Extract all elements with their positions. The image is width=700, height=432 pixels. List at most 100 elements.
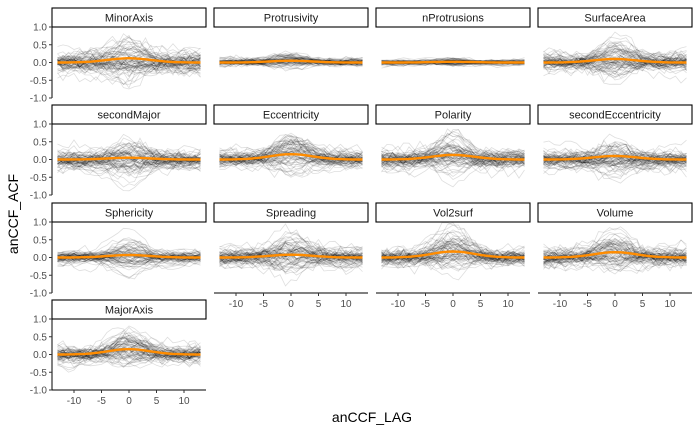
- x-tick-label: 0: [126, 396, 132, 407]
- trace-line: [57, 50, 201, 68]
- trace-line: [543, 48, 687, 68]
- mean-line: [57, 253, 201, 259]
- facet-panel: Polarity: [375, 104, 531, 188]
- trace-line: [219, 250, 363, 276]
- trace-line: [57, 253, 201, 263]
- trace-line: [57, 150, 201, 163]
- trace-line: [543, 56, 687, 67]
- trace-line: [543, 255, 687, 265]
- trace-line: [57, 334, 201, 360]
- trace-line: [57, 326, 201, 358]
- trace-line: [543, 253, 687, 264]
- mean-line: [381, 250, 525, 259]
- trace-line: [543, 155, 687, 176]
- trace-line: [57, 46, 201, 64]
- trace-line: [57, 59, 201, 90]
- trace-line: [543, 252, 687, 272]
- trace-line: [57, 144, 201, 161]
- facet-panel: MinorAxis 1.0 0.5 0.0 -0.5 -1.0: [30, 7, 207, 105]
- trace-line: [381, 146, 525, 168]
- trace-line: [57, 46, 201, 67]
- trace-line: [219, 143, 363, 163]
- trace-line: [57, 50, 201, 72]
- y-tick-label: 1.0: [33, 23, 47, 34]
- trace-line: [381, 59, 525, 66]
- trace-line: [543, 156, 687, 181]
- trace-line: [57, 46, 201, 64]
- trace-line: [381, 129, 525, 162]
- trace-line: [57, 240, 201, 259]
- trace-line: [219, 143, 363, 167]
- x-tick-label: -5: [97, 396, 106, 407]
- trace-line: [381, 143, 525, 159]
- trace-line: [381, 250, 525, 262]
- trace-line: [543, 62, 687, 74]
- mean-line: [381, 60, 525, 64]
- trace-line: [57, 337, 201, 357]
- mean-line: [543, 154, 687, 161]
- trace-line: [219, 139, 363, 165]
- trace-line: [543, 157, 687, 170]
- trace-line: [219, 229, 363, 265]
- trace-line: [219, 247, 363, 260]
- trace-line: [543, 50, 687, 67]
- trace-line: [219, 244, 363, 258]
- trace-line: [381, 156, 525, 167]
- trace-line: [57, 340, 201, 364]
- trace-line: [543, 54, 687, 68]
- panels-layer: MinorAxis 1.0 0.5 0.0 -0.5 -1.0 Protrusivity nP…: [30, 7, 693, 407]
- trace-line: [57, 156, 201, 174]
- trace-line: [57, 155, 201, 180]
- trace-line: [381, 156, 525, 168]
- trace-line: [57, 325, 201, 355]
- trace-line: [57, 148, 201, 171]
- trace-line: [57, 57, 201, 71]
- trace-line: [57, 334, 201, 358]
- facet-strip: [375, 202, 531, 223]
- x-tick-label: -10: [67, 396, 82, 407]
- trace-line: [381, 144, 525, 171]
- trace-line: [219, 136, 363, 161]
- facet-strip: [537, 104, 693, 125]
- trace-line: [219, 149, 363, 165]
- trace-line: [219, 146, 363, 167]
- trace-line: [543, 152, 687, 178]
- trace-line: [57, 34, 201, 65]
- trace-line: [57, 153, 201, 170]
- trace-line: [381, 235, 525, 262]
- trace-line: [57, 50, 201, 71]
- trace-line: [219, 60, 363, 68]
- trace-line: [381, 145, 525, 179]
- trace-line: [219, 240, 363, 263]
- trace-line: [381, 132, 525, 169]
- trace-line: [57, 40, 201, 66]
- trace-line: [543, 147, 687, 166]
- trace-line: [57, 342, 201, 366]
- trace-line: [57, 155, 201, 170]
- trace-line: [57, 240, 201, 261]
- trace-line: [57, 145, 201, 169]
- trace-line: [57, 149, 201, 160]
- y-tick-label: 1.0: [33, 218, 47, 229]
- trace-line: [57, 155, 201, 171]
- trace-line: [219, 138, 363, 164]
- trace-line: [381, 143, 525, 174]
- trace-line: [57, 149, 201, 166]
- trace-line: [57, 142, 201, 166]
- trace-line: [219, 156, 363, 170]
- y-tick-label: -0.5: [30, 173, 48, 184]
- trace-line: [219, 152, 363, 167]
- trace-line: [219, 154, 363, 172]
- trace-line: [57, 56, 201, 70]
- trace-line: [381, 142, 525, 164]
- trace-line: [543, 153, 687, 163]
- trace-line: [381, 229, 525, 262]
- trace-line: [57, 344, 201, 360]
- trace-line: [219, 156, 363, 177]
- trace-line: [219, 251, 363, 268]
- trace-line: [381, 249, 525, 263]
- trace-line: [543, 245, 687, 272]
- trace-line: [543, 143, 687, 161]
- trace-line: [381, 153, 525, 176]
